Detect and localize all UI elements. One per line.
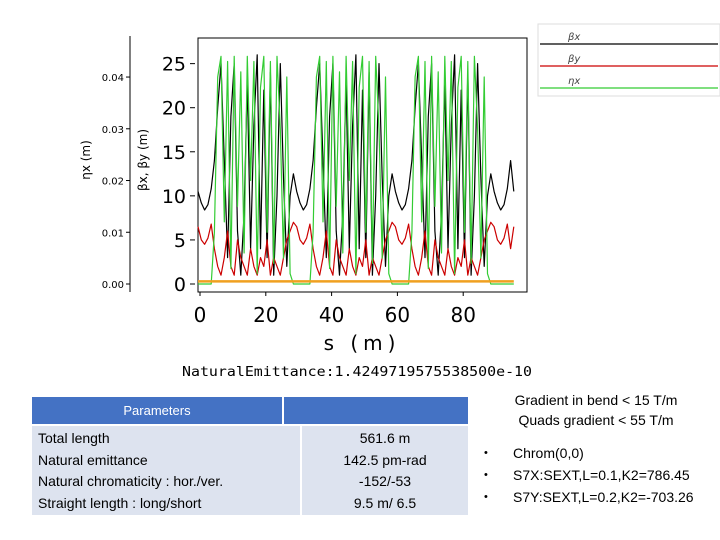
left-axis-label: ηx (m) xyxy=(79,140,93,180)
legend-box xyxy=(537,23,720,97)
param-label-total-length: Total length xyxy=(38,430,110,446)
beta-y-line xyxy=(197,221,515,276)
beta-tick-label: 10 xyxy=(162,186,186,208)
eta-x-line xyxy=(198,55,514,285)
beta-tick-label: 0 xyxy=(174,274,186,296)
parameters-header: Parameters xyxy=(32,397,282,424)
param-label-natural-chromaticity: Natural chromaticity : hor./ver. xyxy=(38,473,224,489)
bullet-icon: • xyxy=(484,469,488,481)
param-value-natural-chromaticity: -152/-53 xyxy=(358,473,412,489)
bullet-text-s7y: S7Y:SEXT,L=0.2,K2=-703.26 xyxy=(513,489,694,505)
bullet-icon: • xyxy=(484,447,488,459)
x-tick-label: 20 xyxy=(253,303,278,327)
legend-label: ηx xyxy=(568,76,580,87)
bullet-text-s7x: S7X:SEXT,L=0.1,K2=786.45 xyxy=(513,467,690,483)
x-tick-label: 60 xyxy=(385,303,410,327)
x-tick-label: 80 xyxy=(450,303,475,327)
param-value-straight-length: 9.5 m/ 6.5 xyxy=(353,494,417,511)
left-tick-label: 0.02 xyxy=(102,177,124,188)
left-tick-label: 0.01 xyxy=(102,228,124,239)
parameters-header-blank xyxy=(284,397,468,424)
axes: 0.04 0.03 0.02 0.01 0.00 25 20 15 10 5 00 20 40 60 80 s… xyxy=(79,36,528,355)
beta-tick-label: 25 xyxy=(162,54,186,76)
natural-emittance-footer: NaturalEmittance:1.4249719575538500e-10 xyxy=(182,365,532,380)
bullet-icon: • xyxy=(484,491,488,503)
gradient-notes: Gradient in bend < 15 T/m Quads gradient… xyxy=(478,390,714,430)
legend-label: βx xyxy=(567,32,580,43)
left-tick-label: 0.04 xyxy=(102,73,124,84)
plot-frame xyxy=(197,37,528,293)
right-axis-label: βx, βy (m) xyxy=(136,129,150,191)
param-label-straight-length: Straight length : long/short xyxy=(38,494,202,511)
note-quad-gradient: Quads gradient < 55 T/m xyxy=(518,412,674,428)
parameters-values: 561.6 m 142.5 pm-rad -152/-53 9.5 m/ 6.5 xyxy=(302,426,468,515)
legend: βx βy ηx xyxy=(537,23,720,97)
x-tick-label: 40 xyxy=(319,303,344,327)
left-tick-label: 0.00 xyxy=(102,280,124,291)
param-value-natural-emittance: 142.5 pm-rad xyxy=(343,451,427,468)
x-tick-label: 0 xyxy=(194,303,207,327)
param-label-natural-emittance: Natural emittance xyxy=(38,451,148,468)
beta-tick-label: 5 xyxy=(174,230,186,252)
legend-label: βy xyxy=(567,54,581,65)
parameters-labels: Total length Natural emittance Natural c… xyxy=(32,426,300,515)
x-axis-label: s (m) xyxy=(324,331,401,355)
beta-tick-label: 15 xyxy=(162,142,186,164)
left-tick-label: 0.03 xyxy=(102,125,124,136)
bullet-text-chrom: Chrom(0,0) xyxy=(513,445,584,461)
note-bend-gradient: Gradient in bend < 15 T/m xyxy=(514,392,678,408)
lattice-function-chart: 0.04 0.03 0.02 0.01 0.00 25 20 15 10 5 00 20 40 60 80 s… xyxy=(79,23,720,380)
beta-tick-label: 20 xyxy=(162,98,186,120)
series-lines xyxy=(197,54,515,285)
param-value-total-length: 561.6 m xyxy=(359,430,411,446)
